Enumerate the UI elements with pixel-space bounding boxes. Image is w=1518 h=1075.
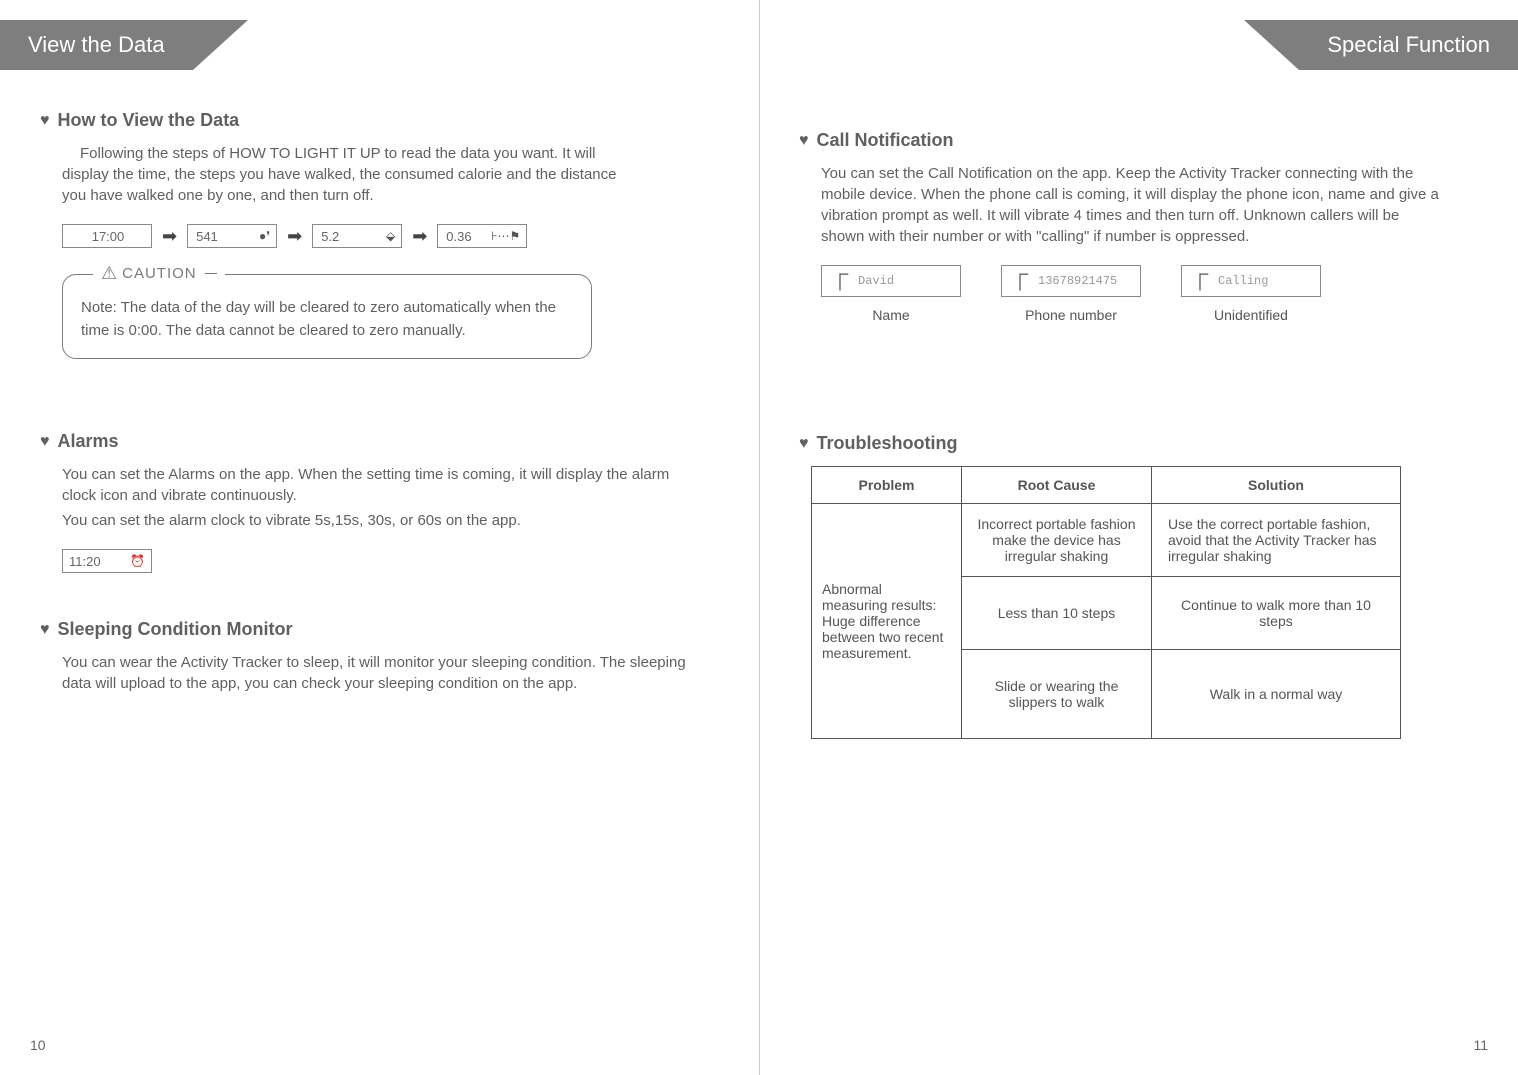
page-number-right: 11 <box>1473 1037 1488 1053</box>
call-item-number: ⎾ 13678921475 Phone number <box>1001 265 1141 323</box>
display-distance-value: 0.36 <box>444 229 471 244</box>
tab-slope <box>193 20 248 70</box>
view-data-body: Following the steps of HOW TO LIGHT IT U… <box>62 143 622 206</box>
tab-slope <box>1244 20 1299 70</box>
td-root-1: Less than 10 steps <box>962 577 1152 650</box>
alarms-title-text: Alarms <box>58 431 119 452</box>
call-value-unidentified: Calling <box>1218 274 1268 288</box>
call-item-name: ⎾ David Name <box>821 265 961 323</box>
left-page: View the Data ♥ How to View the Data Fol… <box>0 0 759 1075</box>
th-root: Root Cause <box>962 467 1152 504</box>
td-sol-0: Use the correct portable fashion, avoid … <box>1152 504 1401 577</box>
data-display-row: 17:00 ➡ 541 ●❜ ➡ 5.2 ⬙ ➡ 0.36 ⊦⋯⚑ <box>62 224 719 248</box>
alarm-display: 11:20 ⏰ <box>62 549 152 573</box>
page-number-left: 10 <box>30 1037 46 1053</box>
call-label-number: Phone number <box>1001 307 1141 323</box>
heart-icon: ♥ <box>40 112 50 130</box>
display-time-value: 17:00 <box>90 229 125 244</box>
arrow-icon: ➡ <box>287 226 302 247</box>
header-tab-right: Special Function <box>1244 20 1518 70</box>
call-label-name: Name <box>821 307 961 323</box>
trouble-title-text: Troubleshooting <box>817 433 958 454</box>
heart-icon: ♥ <box>799 132 809 150</box>
display-steps: 541 ●❜ <box>187 224 277 248</box>
section-sleep-title: ♥ Sleeping Condition Monitor <box>40 619 719 640</box>
display-distance: 0.36 ⊦⋯⚑ <box>437 224 527 248</box>
call-item-unidentified: ⎾ Calling Unidentified <box>1181 265 1321 323</box>
sleep-title-text: Sleeping Condition Monitor <box>58 619 293 640</box>
view-data-title-text: How to View the Data <box>58 110 240 131</box>
alarm-clock-icon: ⏰ <box>130 554 145 568</box>
table-row: Abnormal measuring results: Huge differe… <box>812 504 1401 577</box>
th-solution: Solution <box>1152 467 1401 504</box>
caution-label: ⚠ CAUTION <box>93 263 225 284</box>
call-value-number: 13678921475 <box>1038 274 1117 288</box>
alarms-body-1: You can set the Alarms on the app. When … <box>62 464 702 506</box>
caution-box: ⚠ CAUTION Note: The data of the day will… <box>62 274 592 359</box>
td-root-2: Slide or wearing the slippers to walk <box>962 650 1152 739</box>
call-value-name: David <box>858 274 894 288</box>
call-box-unidentified: ⎾ Calling <box>1181 265 1321 297</box>
display-calorie: 5.2 ⬙ <box>312 224 402 248</box>
call-title-text: Call Notification <box>817 130 954 151</box>
display-calorie-value: 5.2 <box>319 229 339 244</box>
td-sol-2: Walk in a normal way <box>1152 650 1401 739</box>
section-view-data-title: ♥ How to View the Data <box>40 110 719 131</box>
call-box-number: ⎾ 13678921475 <box>1001 265 1141 297</box>
phone-icon: ⎾ <box>832 269 848 293</box>
tab-left-label: View the Data <box>0 20 193 70</box>
distance-icon: ⊦⋯⚑ <box>491 229 520 243</box>
td-sol-1: Continue to walk more than 10 steps <box>1152 577 1401 650</box>
flame-icon: ⬙ <box>386 229 395 243</box>
phone-icon: ⎾ <box>1012 269 1028 293</box>
troubleshooting-table: Problem Root Cause Solution Abnormal mea… <box>811 466 1401 739</box>
footsteps-icon: ●❜ <box>259 229 270 243</box>
td-problem: Abnormal measuring results: Huge differe… <box>812 504 962 739</box>
call-box-name: ⎾ David <box>821 265 961 297</box>
heart-icon: ♥ <box>799 435 809 453</box>
header-tab-left: View the Data <box>0 20 248 70</box>
th-problem: Problem <box>812 467 962 504</box>
phone-icon: ⎾ <box>1192 269 1208 293</box>
caution-label-text: CAUTION <box>122 265 197 282</box>
call-examples-row: ⎾ David Name ⎾ 13678921475 Phone number … <box>821 265 1478 323</box>
section-trouble-title: ♥ Troubleshooting <box>799 433 1478 454</box>
heart-icon: ♥ <box>40 621 50 639</box>
table-header-row: Problem Root Cause Solution <box>812 467 1401 504</box>
section-alarms-title: ♥ Alarms <box>40 431 719 452</box>
arrow-icon: ➡ <box>412 226 427 247</box>
call-body: You can set the Call Notification on the… <box>821 163 1441 247</box>
tab-right-label: Special Function <box>1299 20 1518 70</box>
call-label-unidentified: Unidentified <box>1181 307 1321 323</box>
right-page: Special Function ♥ Call Notification You… <box>759 0 1518 1075</box>
alarm-display-value: 11:20 <box>69 554 101 569</box>
section-call-title: ♥ Call Notification <box>799 130 1478 151</box>
sleep-body: You can wear the Activity Tracker to sle… <box>62 652 702 694</box>
caution-triangle-icon: ⚠ <box>101 263 118 284</box>
caution-text: Note: The data of the day will be cleare… <box>81 297 573 342</box>
heart-icon: ♥ <box>40 433 50 451</box>
alarms-body-2: You can set the alarm clock to vibrate 5… <box>62 510 702 531</box>
arrow-icon: ➡ <box>162 226 177 247</box>
td-root-0: Incorrect portable fashion make the devi… <box>962 504 1152 577</box>
display-time: 17:00 <box>62 224 152 248</box>
display-steps-value: 541 <box>194 229 218 244</box>
